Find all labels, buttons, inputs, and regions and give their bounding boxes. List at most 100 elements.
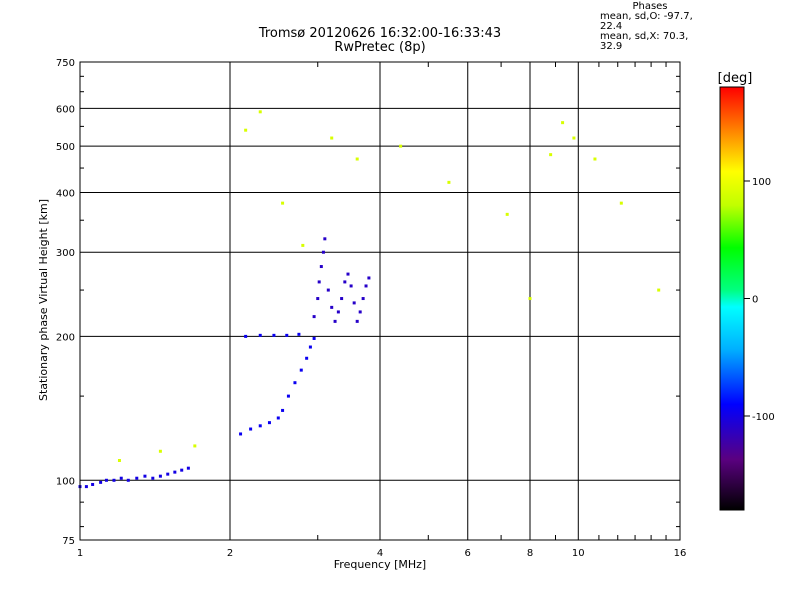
data-point <box>249 427 253 431</box>
data-point <box>91 482 95 486</box>
data-point <box>186 466 190 470</box>
data-point <box>447 180 451 184</box>
chart-title: Tromsø 20120626 16:32:00-16:33:43 <box>258 26 502 41</box>
data-point <box>281 201 285 205</box>
data-point <box>549 153 553 157</box>
data-point <box>272 333 276 337</box>
data-point <box>126 478 130 482</box>
x-tick-label: 4 <box>377 548 383 559</box>
data-point <box>326 288 330 292</box>
y-tick-label: 500 <box>56 142 75 153</box>
data-point <box>258 110 262 114</box>
phases-x-line: mean, sd,X: 70.3, 32.9 <box>600 31 689 52</box>
data-point <box>276 416 280 420</box>
data-point <box>193 444 197 448</box>
data-point <box>349 284 353 288</box>
colorbar-ticks: 100 0 -100 <box>744 177 775 423</box>
data-point <box>657 288 661 292</box>
colorbar-tick-label: 0 <box>752 295 758 306</box>
data-point <box>173 470 177 474</box>
data-point <box>561 121 565 125</box>
phases-o-line: mean, sd,O: -97.7, 22.4 <box>600 11 693 32</box>
data-point <box>317 280 321 284</box>
data-point <box>135 476 139 480</box>
y-tick-label: 75 <box>62 536 75 547</box>
data-point <box>297 332 301 336</box>
colorbar-tick-label: -100 <box>752 412 775 423</box>
plot-frame <box>79 61 681 541</box>
x-tick-label: 2 <box>227 548 233 559</box>
axis-ticks: 1 2 4 6 8 10 16 75 100 200 300 400 500 600 750 <box>56 58 686 559</box>
data-point <box>321 250 325 254</box>
data-point <box>305 356 309 360</box>
data-point <box>358 310 362 314</box>
data-point <box>308 345 312 349</box>
chart-subtitle: RwPretec (8p) <box>334 40 426 55</box>
data-point <box>239 432 243 436</box>
phases-title: Phases <box>632 1 668 12</box>
data-point <box>104 478 108 482</box>
data-point <box>158 449 162 453</box>
data-point <box>285 333 289 337</box>
data-point <box>286 394 290 398</box>
x-tick-label: 6 <box>465 548 471 559</box>
colorbar-unit-label: [deg] <box>718 71 753 86</box>
data-point <box>333 319 337 323</box>
data-point <box>112 478 116 482</box>
data-point <box>336 310 340 314</box>
data-point <box>151 476 155 480</box>
y-tick-label: 200 <box>56 332 75 343</box>
data-point <box>99 480 103 484</box>
data-point <box>143 474 147 478</box>
data-point <box>399 144 403 148</box>
data-point <box>619 201 623 205</box>
data-point <box>361 297 365 301</box>
y-tick-label: 400 <box>56 188 75 199</box>
data-point <box>593 157 597 161</box>
data-point <box>293 381 297 385</box>
x-tick-label: 10 <box>572 548 585 559</box>
data-point <box>355 157 359 161</box>
data-points <box>78 110 661 489</box>
data-point <box>244 334 248 338</box>
colorbar-tick-label: 100 <box>752 177 771 188</box>
data-point <box>355 319 359 323</box>
x-tick-label: 8 <box>527 548 533 559</box>
y-tick-label: 300 <box>56 248 75 259</box>
y-tick-label: 600 <box>56 104 75 115</box>
data-point <box>319 265 323 269</box>
data-point <box>340 297 344 301</box>
data-point <box>323 237 327 241</box>
x-axis-label: Frequency [MHz] <box>334 558 426 571</box>
data-point <box>367 276 371 280</box>
data-point <box>346 272 350 276</box>
data-point <box>528 297 532 301</box>
data-point <box>117 458 121 462</box>
grid-lines <box>80 62 680 540</box>
data-point <box>364 284 368 288</box>
data-point <box>301 243 305 247</box>
data-point <box>330 136 334 140</box>
data-point <box>258 424 262 428</box>
y-tick-label: 100 <box>56 476 75 487</box>
data-point <box>572 136 576 140</box>
x-tick-label: 16 <box>674 548 687 559</box>
data-point <box>343 280 347 284</box>
data-point <box>180 468 184 472</box>
data-point <box>312 336 316 340</box>
colorbar <box>719 86 745 511</box>
y-axis-label: Stationary phase Virtual Height [km] <box>37 199 50 401</box>
data-point <box>84 485 88 489</box>
data-point <box>267 421 271 425</box>
data-point <box>244 128 248 132</box>
data-point <box>166 472 170 476</box>
y-tick-label: 750 <box>56 58 75 69</box>
data-point <box>330 305 334 309</box>
data-point <box>281 408 285 412</box>
x-tick-label: 1 <box>77 548 83 559</box>
phases-summary: Phases mean, sd,O: -97.7, 22.4 mean, sd,… <box>600 2 700 52</box>
data-point <box>352 301 356 305</box>
data-point <box>505 212 509 216</box>
data-point <box>158 474 162 478</box>
